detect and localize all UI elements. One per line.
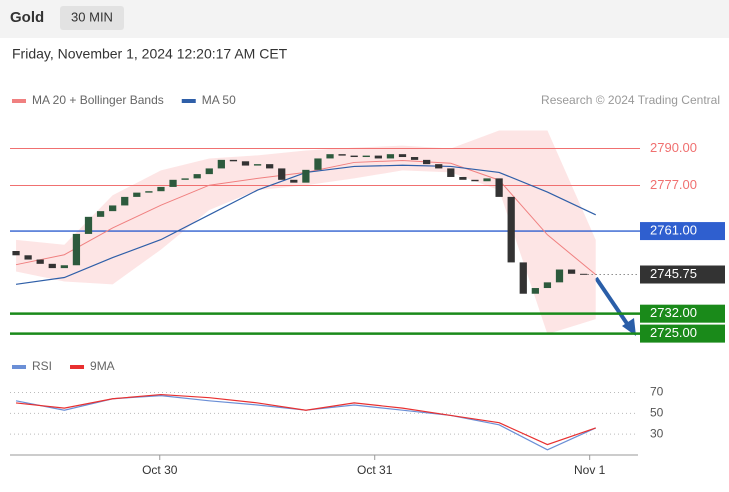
candle (121, 196, 129, 206)
candle (290, 179, 298, 183)
legend-swatch (181, 99, 196, 103)
legend-label: MA 50 (202, 93, 236, 107)
candle (314, 158, 322, 170)
candle (24, 255, 32, 260)
candle (423, 159, 431, 165)
candle (217, 159, 225, 169)
candle (410, 157, 419, 160)
candle (447, 168, 455, 177)
candle (435, 164, 443, 169)
credit: Research © 2024 Trading Central (541, 93, 720, 107)
rsi-line (15, 395, 596, 451)
candle (96, 211, 105, 217)
candle (72, 233, 81, 266)
bollinger-band (16, 130, 596, 335)
legend-swatch (12, 99, 26, 103)
candle (169, 179, 177, 187)
x-tick-label: Nov 1 (574, 463, 606, 477)
candle (181, 178, 189, 180)
candle (48, 263, 56, 269)
candle (580, 273, 588, 275)
candle (278, 168, 286, 180)
candle (555, 269, 564, 283)
candle (109, 205, 117, 212)
timeframe-chip[interactable] (60, 6, 124, 30)
candle (507, 196, 515, 263)
forecast-arrow (594, 276, 632, 330)
x-tick-label: Oct 31 (357, 463, 393, 477)
level-label: 2732.00 (650, 305, 697, 320)
candle (362, 155, 370, 158)
legend-swatch (70, 365, 85, 369)
candle (567, 269, 576, 274)
candle (471, 179, 479, 182)
candle (350, 155, 358, 158)
candle (229, 159, 238, 162)
last-price-box (640, 265, 725, 284)
legend-label: 9MA (90, 359, 115, 373)
last-price-label: 2745.75 (650, 266, 697, 281)
level-label: 2725.00 (650, 325, 697, 340)
candle (459, 176, 467, 180)
candle (543, 282, 552, 289)
candle (60, 265, 68, 269)
candle (157, 186, 165, 192)
candle (338, 154, 346, 156)
candle (84, 216, 93, 234)
x-tick-label: Oct 30 (142, 463, 178, 477)
level-label: 2777.00 (650, 177, 697, 192)
level-box (640, 324, 725, 343)
candle (483, 178, 491, 182)
candle (253, 164, 262, 166)
candle (398, 154, 407, 158)
timeframe[interactable]: 30 MIN (71, 9, 113, 24)
candle (12, 251, 20, 256)
legend-swatch (12, 365, 26, 369)
level-label: 2761.00 (650, 223, 697, 238)
forecast-arrow-head (622, 318, 636, 336)
rsi-tick-label: 30 (650, 426, 664, 440)
level-box (640, 222, 725, 241)
legend-label: RSI (32, 359, 52, 373)
level-label: 2790.00 (650, 140, 697, 155)
candle (326, 154, 334, 159)
candle (241, 161, 250, 166)
candle (374, 155, 382, 159)
candle (531, 288, 539, 294)
candle (386, 154, 395, 159)
candle (266, 164, 274, 169)
candle (193, 174, 201, 179)
level-box (640, 304, 725, 323)
candle (519, 262, 527, 294)
candle (145, 191, 153, 193)
rsi-tick-label: 70 (650, 385, 664, 399)
candle (205, 168, 213, 175)
rsi-ma-line (15, 393, 596, 446)
candle (36, 259, 44, 264)
candle (302, 169, 310, 183)
candle (495, 178, 503, 197)
rsi-tick-label: 50 (650, 406, 664, 420)
legend-label: MA 20 + Bollinger Bands (32, 93, 164, 107)
timestamp: Friday, November 1, 2024 12:20:17 AM CET (12, 46, 288, 62)
instrument: Gold (10, 9, 44, 26)
candle (133, 192, 141, 197)
